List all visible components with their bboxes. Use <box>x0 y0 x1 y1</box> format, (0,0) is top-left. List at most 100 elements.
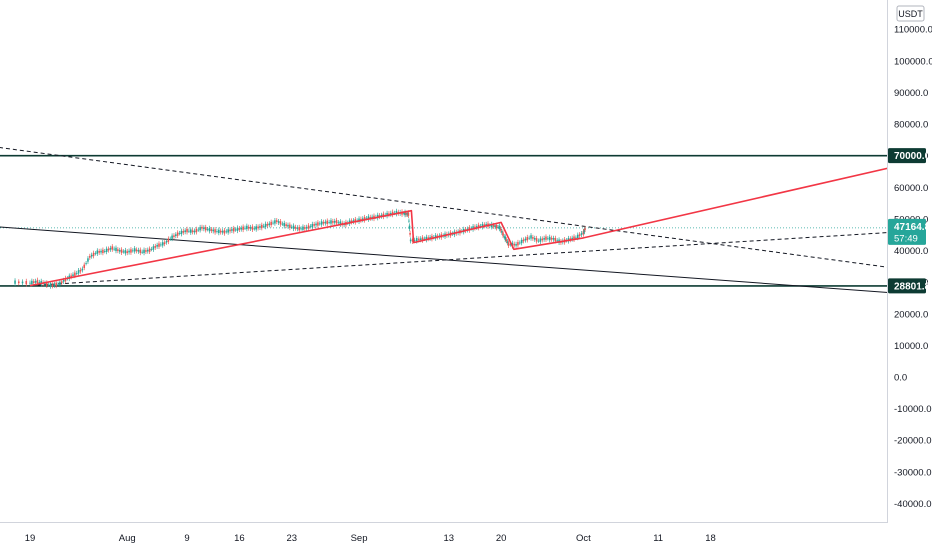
y-tick-label: -20000.0 <box>894 436 932 447</box>
candle-body <box>580 233 583 235</box>
price-tags: 70000.0 28801.8 47164.857:49 <box>888 148 931 294</box>
trendline-long-descending[interactable] <box>0 226 932 302</box>
x-tick-label: 23 <box>286 533 297 544</box>
candle-body <box>74 272 76 276</box>
candle-body <box>582 231 585 235</box>
candle-body <box>501 231 503 233</box>
candle-body <box>253 228 256 230</box>
y-tick-label: 90000.0 <box>894 88 928 99</box>
candle-body <box>191 230 194 233</box>
candle-body <box>405 212 407 215</box>
candle-body <box>421 237 424 241</box>
candle-body <box>96 250 99 254</box>
y-tick-label: -30000.0 <box>894 467 932 478</box>
candle-body <box>477 224 480 229</box>
candle-body <box>247 226 250 229</box>
trendline-upper-descending[interactable] <box>0 146 932 285</box>
candle-body <box>231 229 233 231</box>
candle-body <box>55 282 57 286</box>
candle-body <box>320 221 323 225</box>
candle-body <box>429 237 431 239</box>
level-tag-1[interactable] <box>888 278 926 294</box>
candle-body <box>36 279 39 284</box>
candle-body <box>216 231 218 233</box>
candle-body <box>279 221 282 225</box>
candle-body <box>519 242 521 244</box>
projection-path[interactable] <box>29 156 932 287</box>
price-series[interactable] <box>14 208 586 289</box>
candle-body <box>285 224 287 226</box>
candle-body <box>143 249 145 254</box>
candle-body <box>64 277 67 282</box>
candle-body <box>251 226 254 230</box>
price-axis[interactable]: USDT 110000.0 100000.0 90000.0 80000.0 70000… <box>887 0 932 522</box>
candle-body <box>148 248 151 252</box>
candle-body <box>352 220 355 222</box>
candle-body <box>322 221 325 224</box>
candle-body <box>298 227 301 231</box>
candle-body <box>165 240 168 243</box>
candle-body <box>257 226 259 229</box>
candle-body <box>193 230 196 233</box>
candle-body <box>135 249 138 252</box>
candle-body <box>318 223 321 225</box>
candle-body <box>79 269 82 272</box>
countdown-label: 57:49 <box>894 233 918 244</box>
candle-body <box>236 227 239 231</box>
candle-body <box>380 214 383 217</box>
candle-body <box>326 220 329 224</box>
candle-body <box>225 231 228 233</box>
candle-body <box>309 226 312 228</box>
candle-body <box>122 251 125 253</box>
candle-body <box>62 280 65 282</box>
trendline-ascending-support[interactable] <box>29 225 932 287</box>
time-axis[interactable]: 19 Aug 9 16 23 Sep 13 20 Oct 11 18 <box>0 522 888 545</box>
candle-body <box>77 270 80 274</box>
candle-body <box>390 212 392 215</box>
candle-body <box>404 211 406 216</box>
candle-body <box>541 238 544 241</box>
candle-body <box>363 217 366 221</box>
last-price-tag[interactable] <box>888 218 926 245</box>
y-tick-label: 40000.0 <box>894 246 928 257</box>
candle-body <box>34 281 37 283</box>
candle-body <box>47 284 50 286</box>
candle-body <box>504 236 507 240</box>
level-tag-0[interactable] <box>888 148 926 164</box>
candle-body <box>246 225 248 230</box>
x-tick-label: 19 <box>25 533 36 544</box>
candle-body <box>418 238 420 241</box>
candle-body <box>133 248 136 252</box>
x-tick-label: 18 <box>705 533 716 544</box>
y-tick-label: -40000.0 <box>894 499 932 510</box>
candle-body <box>304 227 306 229</box>
plot-area[interactable] <box>0 146 932 303</box>
candle-body <box>481 224 484 228</box>
candle-body <box>244 227 246 229</box>
currency-badge[interactable] <box>896 5 925 22</box>
candle-body <box>324 221 327 224</box>
candle-body <box>339 221 342 225</box>
candle-body <box>85 263 87 264</box>
candle-body <box>305 226 308 229</box>
candle-body <box>485 224 487 226</box>
candle-body <box>92 252 95 257</box>
candle-body <box>111 246 114 250</box>
candle-body <box>161 242 164 246</box>
candle-body <box>113 248 115 250</box>
candle-body <box>528 237 530 239</box>
candle-body <box>294 226 297 229</box>
candle-body <box>281 223 284 225</box>
candle-body <box>242 226 244 230</box>
candle-body <box>105 248 108 253</box>
candle-body <box>419 238 422 241</box>
candle-body <box>517 242 519 246</box>
candle-body <box>300 228 302 230</box>
candle-body <box>89 256 91 258</box>
candle-body <box>369 216 372 219</box>
candle-body <box>46 282 48 286</box>
candle-body <box>49 283 52 287</box>
candle-body <box>350 220 353 223</box>
x-tick-label: 16 <box>234 533 245 544</box>
